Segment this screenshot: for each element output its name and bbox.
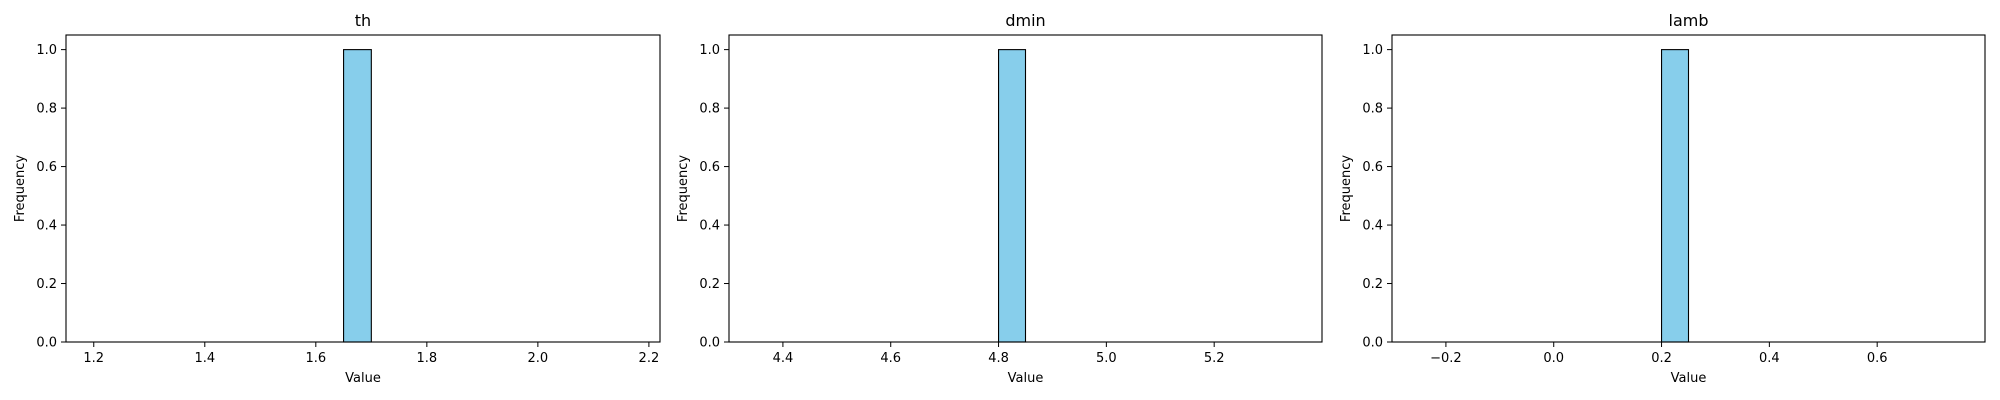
- x-tick-label: 4.6: [880, 351, 901, 366]
- y-tick-label: 0.2: [1362, 277, 1383, 292]
- chart-title: lamb: [1669, 11, 1709, 30]
- y-tick-label: 0.0: [36, 336, 57, 351]
- y-tick-label: 0.4: [36, 219, 57, 234]
- chart-panel-0: 1.2 1.4 1.6 1.8 2.0 2.2 0.0 0.2 0.4 0.6 0.8 1.0 th Va…: [13, 11, 661, 386]
- x-tick-label: 0.0: [1543, 351, 1564, 366]
- y-tick-label: 0.4: [1362, 219, 1383, 234]
- y-tick-label: 0.6: [699, 160, 720, 175]
- chart-title: th: [355, 11, 371, 30]
- y-tick-label: 0.8: [1362, 102, 1383, 117]
- y-axis-label: Frequency: [13, 155, 28, 222]
- y-tick-label: 0.0: [699, 336, 720, 351]
- x-tick-label: 4.8: [988, 351, 1009, 366]
- y-tick-label: 0.2: [36, 277, 57, 292]
- plot-area-frame: [65, 34, 661, 343]
- y-tick-label: 1.0: [1362, 43, 1383, 58]
- y-tick-label: 0.8: [36, 102, 57, 117]
- x-tick-label: 1.6: [305, 351, 326, 366]
- x-tick-label: 5.2: [1204, 351, 1225, 366]
- x-axis-label: Value: [345, 371, 381, 386]
- x-tick-label: 1.8: [416, 351, 437, 366]
- chart-panel-1: 4.4 4.6 4.8 5.0 5.2 0.0 0.2 0.4 0.6 0.8 1.0 dmin Val…: [676, 11, 1323, 386]
- x-tick-label: 4.4: [773, 351, 794, 366]
- x-tick-label: 1.4: [194, 351, 215, 366]
- y-axis-label: Frequency: [676, 155, 691, 222]
- x-tick-label: 2.2: [639, 351, 660, 366]
- x-tick-label: 0.4: [1759, 351, 1780, 366]
- plot-area-frame: [728, 34, 1323, 343]
- x-tick-label: 2.0: [528, 351, 549, 366]
- y-tick-label: 0.8: [699, 102, 720, 117]
- x-tick-label: −0.2: [1430, 351, 1462, 366]
- x-axis-label: Value: [1671, 371, 1707, 386]
- y-tick-label: 0.6: [1362, 160, 1383, 175]
- plot-area-frame: [1391, 34, 1986, 343]
- chart-title: dmin: [1005, 11, 1045, 30]
- histogram-bar: [997, 49, 1027, 343]
- x-tick-label: 5.0: [1096, 351, 1117, 366]
- x-tick-label: 1.2: [83, 351, 104, 366]
- histogram-bar: [1660, 49, 1690, 343]
- y-tick-label: 0.0: [1362, 336, 1383, 351]
- y-tick-label: 1.0: [699, 43, 720, 58]
- x-axis-label: Value: [1008, 371, 1044, 386]
- x-tick-label: 0.2: [1651, 351, 1672, 366]
- chart-panel-2: −0.2 0.0 0.2 0.4 0.6 0.0 0.2 0.4 0.6 0.8 1.0 lamb Va…: [1339, 11, 1986, 386]
- x-tick-label: 0.6: [1867, 351, 1888, 366]
- y-tick-label: 1.0: [36, 43, 57, 58]
- y-tick-label: 0.2: [699, 277, 720, 292]
- y-tick-label: 0.6: [36, 160, 57, 175]
- y-tick-label: 0.4: [699, 219, 720, 234]
- y-axis-label: Frequency: [1339, 155, 1354, 222]
- histogram-bar: [343, 49, 372, 343]
